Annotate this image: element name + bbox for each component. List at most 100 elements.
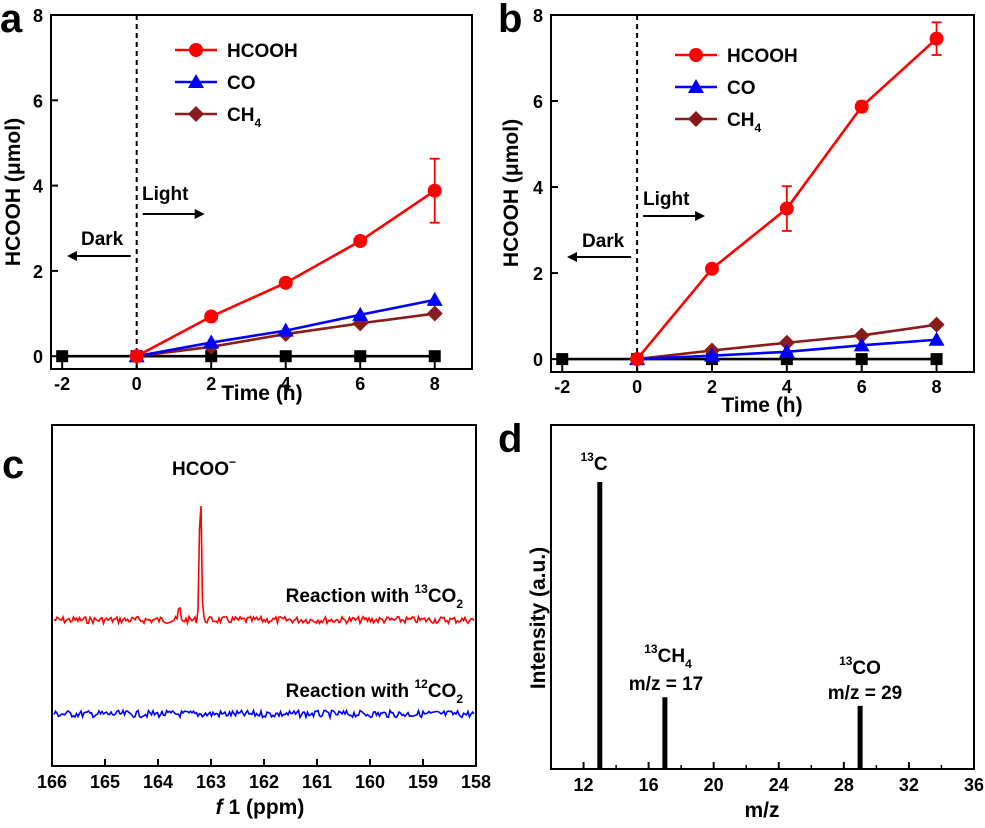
panel-b-xlabel: Time (h) bbox=[721, 394, 802, 417]
panel-b-series-ch4-point bbox=[778, 334, 795, 351]
panel-a-legend-co-marker bbox=[188, 74, 204, 88]
panel-a-light-arrowhead bbox=[194, 209, 205, 219]
panel-a-series-co-point bbox=[277, 322, 294, 337]
panel-b-xtick-label: 6 bbox=[857, 377, 867, 397]
panel-b-xtick-label: 0 bbox=[632, 377, 642, 397]
panel-a-ylabel: HCOOH (μmol) bbox=[2, 118, 25, 266]
panel-b-legend-ch4-label: CH4 bbox=[727, 110, 761, 135]
panel-c-xtick-label: 161 bbox=[302, 772, 332, 792]
panel-b-xtick-label: -2 bbox=[554, 377, 570, 397]
panel-c-xtick-label: 158 bbox=[461, 772, 491, 792]
panel-a-legend-ch4-label: CH4 bbox=[227, 105, 261, 130]
panel-b-ytick-label: 4 bbox=[533, 178, 543, 198]
panel-a-ytick-label: 0 bbox=[33, 347, 43, 367]
panel-c-peak-label-text: HCOO bbox=[172, 459, 229, 480]
panel-d-label-13c: 13C bbox=[580, 450, 607, 475]
panel-d-xtick-label: 36 bbox=[964, 775, 984, 795]
panel-a-chart: HCOOH (μmol) Time (h) Dark Light -2 0 2 4 6 8… bbox=[2, 6, 473, 405]
panel-d-ylabel: Intensity (a.u.) bbox=[527, 547, 550, 689]
panel-b-series-hcooh-point bbox=[779, 201, 794, 216]
panel-d-xtick-label: 20 bbox=[704, 775, 724, 795]
panel-b-ytick-label: 2 bbox=[533, 264, 543, 284]
panel-a-series-hcooh-point bbox=[427, 183, 442, 198]
panel-a-xlabel: Time (h) bbox=[221, 382, 302, 405]
panel-b-legend-co-label: CO bbox=[727, 78, 756, 99]
panel-a-legend-hcooh-marker bbox=[189, 43, 203, 57]
panel-a-series-control-point bbox=[56, 350, 69, 363]
panel-c-xtick-label: 162 bbox=[249, 772, 279, 792]
panel-d-xtick-label: 16 bbox=[639, 775, 659, 795]
panel-a-xtick-label: 2 bbox=[206, 374, 216, 394]
panel-a-series-control-point bbox=[279, 350, 292, 363]
panel-d-peak-bar bbox=[857, 705, 863, 769]
panel-b-light-arrowhead bbox=[695, 211, 706, 221]
panel-a-ytick-label: 4 bbox=[33, 177, 43, 197]
panel-b-ytick-label: 8 bbox=[533, 6, 543, 26]
panel-a-ytick-label: 6 bbox=[33, 91, 43, 111]
panel-b-series-hcooh-point bbox=[929, 31, 944, 46]
panel-d-label-13ch4: 13CH4 bbox=[644, 642, 692, 671]
panel-d-xtick-label: 28 bbox=[834, 775, 854, 795]
panel-c-xtick-label: 163 bbox=[196, 772, 226, 792]
panel-b-ylabel: HCOOH (μmol) bbox=[500, 119, 523, 267]
panel-a-series-co-point bbox=[203, 334, 220, 349]
panel-b-xtick-label: 2 bbox=[707, 377, 717, 397]
panel-d-peak-bar bbox=[597, 482, 603, 769]
panel-d-xtick-label: 32 bbox=[899, 775, 919, 795]
panel-a-legend-ch4-marker bbox=[188, 106, 204, 122]
panel-b-series-co-point bbox=[778, 343, 795, 358]
panel-a-ytick-label: 2 bbox=[33, 262, 43, 282]
panel-c-xtick-label: 164 bbox=[143, 772, 173, 792]
panel-b-xtick-label: 4 bbox=[782, 377, 792, 397]
panel-b-ytick-label: 6 bbox=[533, 92, 543, 112]
panel-d-label-mz29: m/z = 29 bbox=[828, 683, 902, 704]
panel-a-series-control-point bbox=[354, 350, 367, 363]
panel-b-dark-arrowhead bbox=[567, 252, 577, 262]
panel-b-series-ch4-point bbox=[853, 327, 870, 344]
panel-label-c: c bbox=[2, 443, 24, 487]
panel-a-series-co-point bbox=[352, 306, 369, 321]
panel-a-xtick-label: -2 bbox=[54, 374, 70, 394]
panel-b-chart: HCOOH (μmol) Time (h) Dark Light -2 0 2 4 6 8… bbox=[500, 6, 975, 417]
panel-a-xtick-label: 8 bbox=[430, 374, 440, 394]
panel-label-d: d bbox=[498, 417, 522, 461]
panel-c-series-13co2: Reaction with 13CO2 bbox=[286, 582, 464, 611]
panel-a-frame bbox=[50, 14, 473, 370]
panel-b-series-control-point bbox=[556, 353, 569, 366]
panel-a-series-hcooh-point bbox=[353, 234, 368, 249]
panel-d-peak-bar bbox=[662, 697, 668, 769]
panel-b-series-ch4-point bbox=[928, 316, 945, 333]
panel-a-xtick-label: 4 bbox=[281, 374, 291, 394]
panel-b-ytick-label: 0 bbox=[533, 350, 543, 370]
panel-c-xtick-label: 166 bbox=[37, 772, 67, 792]
panel-d-label-13co: 13CO bbox=[839, 654, 881, 679]
panel-d-xtick-label: 12 bbox=[574, 775, 594, 795]
panel-a-series-hcooh-point bbox=[278, 275, 293, 290]
panel-b-legend-hcooh-marker bbox=[689, 48, 703, 62]
panel-b-series-hcooh-point bbox=[704, 261, 719, 276]
panel-b-legend-hcooh-label: HCOOH bbox=[727, 46, 798, 67]
panel-d-chart: Intensity (a.u.) m/z 13C 13CH4 m/z = 17 … bbox=[527, 424, 984, 822]
panel-c-xtick-label: 165 bbox=[90, 772, 120, 792]
panel-c-xtick-label: 159 bbox=[408, 772, 438, 792]
panel-b-series-control-point bbox=[930, 353, 943, 366]
panel-c-series-12co2: Reaction with 12CO2 bbox=[286, 677, 464, 706]
panel-label-b: b bbox=[498, 0, 522, 41]
panel-d-xtick-label: 24 bbox=[769, 775, 789, 795]
panel-a-series-control-point bbox=[205, 350, 218, 363]
panel-d-xlabel: m/z bbox=[744, 799, 779, 822]
panel-b-series-co-point bbox=[928, 331, 945, 346]
panel-a-series-hcooh-point bbox=[129, 349, 144, 364]
panel-a-ytick-label: 8 bbox=[33, 6, 43, 26]
panel-b-series-control-point bbox=[855, 353, 868, 366]
panel-a-xtick-label: 0 bbox=[132, 374, 142, 394]
panel-c-xlabel: f 1 (ppm) bbox=[216, 796, 305, 819]
panel-a-series-control-point bbox=[428, 350, 441, 363]
panel-a-series-hcooh-point bbox=[204, 309, 219, 324]
panel-c-peak-label: HCOO− bbox=[172, 455, 236, 480]
panel-a-legend-hcooh-label: HCOOH bbox=[227, 41, 298, 62]
panel-b-legend-co-marker bbox=[688, 79, 704, 93]
panel-b-dark-label: Dark bbox=[582, 231, 625, 252]
panel-b-legend-ch4-marker bbox=[688, 111, 704, 127]
panel-b-light-label: Light bbox=[643, 189, 690, 210]
